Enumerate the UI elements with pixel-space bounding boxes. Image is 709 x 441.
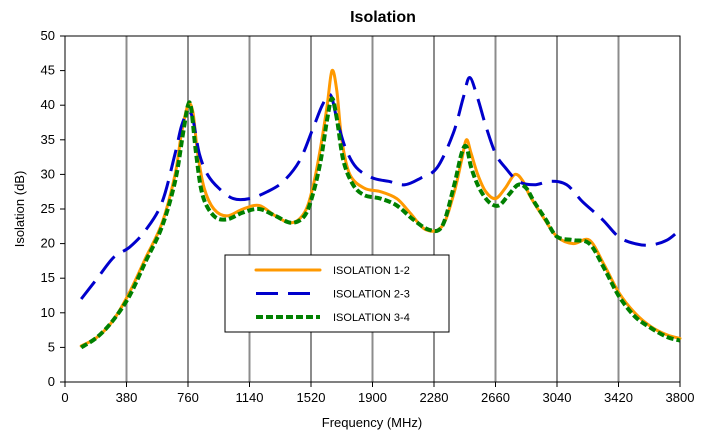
y-tick-label: 0 — [48, 374, 55, 389]
y-tick-label: 20 — [41, 236, 55, 251]
y-tick-label: 5 — [48, 339, 55, 354]
series-line-2 — [80, 76, 681, 300]
x-tick-label: 760 — [177, 390, 199, 405]
x-tick-label: 3800 — [666, 390, 695, 405]
y-tick-label: 50 — [41, 28, 55, 43]
y-tick-label: 40 — [41, 97, 55, 112]
x-tick-label: 2660 — [481, 390, 510, 405]
x-tick-label: 1140 — [236, 390, 264, 405]
x-tick-label: 1900 — [358, 390, 387, 405]
x-tick-label: 2280 — [420, 390, 449, 405]
y-axis: 0 5 10 15 20 25 30 35 40 45 50 — [41, 28, 65, 389]
y-tick-label: 35 — [41, 132, 55, 147]
legend-label-2: ISOLATION 2-3 — [333, 289, 410, 301]
y-tick-label: 25 — [41, 201, 55, 216]
legend-label-1: ISOLATION 1-2 — [333, 265, 410, 277]
x-tick-label: 0 — [61, 390, 68, 405]
x-tick-label: 380 — [116, 390, 138, 405]
series-lines — [79, 68, 682, 350]
x-axis: 0 380 760 1140 1520 1900 2280 2660 3040 3420 3800 — [61, 382, 694, 405]
x-tick-label: 3040 — [543, 390, 572, 405]
grid-lines — [125, 36, 620, 382]
legend: ISOLATION 1-2 ISOLATION 2-3 ISOLATION 3-4 — [224, 254, 450, 333]
y-tick-label: 45 — [41, 63, 55, 78]
x-tick-label: 3420 — [604, 390, 633, 405]
y-tick-label: 30 — [41, 166, 55, 181]
y-axis-label: Isolation (dB) — [12, 171, 27, 248]
x-tick-label: 1520 — [297, 390, 326, 405]
x-axis-label: Frequency (MHz) — [322, 415, 422, 430]
y-tick-label: 10 — [41, 305, 55, 320]
legend-label-3: ISOLATION 3-4 — [333, 312, 410, 324]
chart-title: Isolation — [350, 9, 416, 26]
y-tick-label: 15 — [41, 270, 55, 285]
